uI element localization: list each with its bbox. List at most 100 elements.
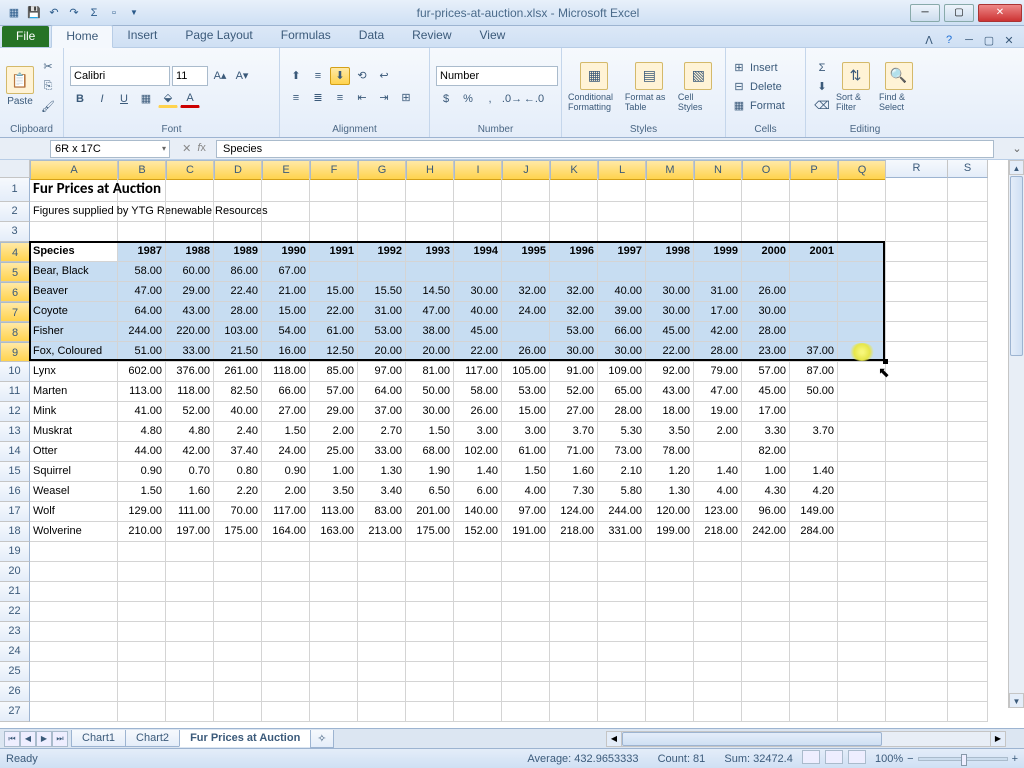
cell-A20[interactable] (30, 562, 118, 582)
scroll-up-icon[interactable]: ▲ (1009, 160, 1024, 175)
cell-N5[interactable] (694, 262, 742, 282)
fill-button[interactable]: ⬇ (812, 78, 832, 96)
zoom-slider[interactable] (918, 757, 1008, 761)
number-format-select[interactable] (436, 66, 558, 86)
align-left-button[interactable]: ≡ (286, 89, 306, 107)
cell-D13[interactable]: 2.40 (214, 422, 262, 442)
cell-F1[interactable] (310, 178, 358, 202)
sheet-next-icon[interactable]: ▶ (36, 731, 52, 747)
cell-B1[interactable] (118, 178, 166, 202)
cell-B9[interactable]: 51.00 (118, 342, 166, 362)
file-tab[interactable]: File (2, 26, 49, 47)
cell-I24[interactable] (454, 642, 502, 662)
cell-Q14[interactable] (838, 442, 886, 462)
cell-S27[interactable] (948, 702, 988, 722)
align-right-button[interactable]: ≡ (330, 89, 350, 107)
cell-M3[interactable] (646, 222, 694, 242)
cell-C21[interactable] (166, 582, 214, 602)
cell-O6[interactable]: 26.00 (742, 282, 790, 302)
italic-button[interactable]: I (92, 90, 112, 108)
cell-Q23[interactable] (838, 622, 886, 642)
cell-N2[interactable] (694, 202, 742, 222)
cell-K27[interactable] (550, 702, 598, 722)
cell-I26[interactable] (454, 682, 502, 702)
cell-O16[interactable]: 4.30 (742, 482, 790, 502)
cell-K25[interactable] (550, 662, 598, 682)
cell-O13[interactable]: 3.30 (742, 422, 790, 442)
cell-R1[interactable] (886, 178, 948, 202)
sheet-last-icon[interactable]: ⏭ (52, 731, 68, 747)
cell-S20[interactable] (948, 562, 988, 582)
cell-E3[interactable] (262, 222, 310, 242)
cell-H18[interactable]: 175.00 (406, 522, 454, 542)
cell-M15[interactable]: 1.20 (646, 462, 694, 482)
ribbon-tab-insert[interactable]: Insert (113, 25, 171, 47)
fill-handle[interactable] (883, 359, 888, 364)
cell-L19[interactable] (598, 542, 646, 562)
cell-J18[interactable]: 191.00 (502, 522, 550, 542)
cell-C17[interactable]: 111.00 (166, 502, 214, 522)
cell-L13[interactable]: 5.30 (598, 422, 646, 442)
cell-B4[interactable]: 1987 (118, 242, 166, 262)
cell-M16[interactable]: 1.30 (646, 482, 694, 502)
cell-B19[interactable] (118, 542, 166, 562)
cell-K24[interactable] (550, 642, 598, 662)
cell-I8[interactable]: 45.00 (454, 322, 502, 342)
sheet-tab-chart2[interactable]: Chart2 (125, 730, 180, 747)
cell-C16[interactable]: 1.60 (166, 482, 214, 502)
cell-P11[interactable]: 50.00 (790, 382, 838, 402)
cell-F21[interactable] (310, 582, 358, 602)
conditional-formatting-button[interactable]: ▦Conditional Formatting (568, 62, 621, 112)
cell-I6[interactable]: 30.00 (454, 282, 502, 302)
cell-C14[interactable]: 42.00 (166, 442, 214, 462)
cell-J12[interactable]: 15.00 (502, 402, 550, 422)
cell-R3[interactable] (886, 222, 948, 242)
cell-P10[interactable]: 87.00 (790, 362, 838, 382)
cell-H10[interactable]: 81.00 (406, 362, 454, 382)
scroll-left-icon[interactable]: ◀ (607, 732, 622, 746)
cell-A9[interactable]: Fox, Coloured (30, 342, 118, 362)
cell-E24[interactable] (262, 642, 310, 662)
cell-S2[interactable] (948, 202, 988, 222)
cell-F25[interactable] (310, 662, 358, 682)
help-icon[interactable]: ? (942, 34, 956, 47)
close-button[interactable]: ✕ (978, 4, 1022, 22)
cell-P23[interactable] (790, 622, 838, 642)
cell-Q11[interactable] (838, 382, 886, 402)
font-color-button[interactable]: A (180, 90, 200, 108)
cell-C2[interactable] (166, 202, 214, 222)
cell-J16[interactable]: 4.00 (502, 482, 550, 502)
row-header-1[interactable]: 1 (0, 178, 30, 202)
cell-P14[interactable] (790, 442, 838, 462)
cell-L15[interactable]: 2.10 (598, 462, 646, 482)
cell-D24[interactable] (214, 642, 262, 662)
cell-B14[interactable]: 44.00 (118, 442, 166, 462)
cell-D12[interactable]: 40.00 (214, 402, 262, 422)
ribbon-tab-data[interactable]: Data (345, 25, 398, 47)
cell-L8[interactable]: 66.00 (598, 322, 646, 342)
cell-I27[interactable] (454, 702, 502, 722)
cell-J13[interactable]: 3.00 (502, 422, 550, 442)
cell-O4[interactable]: 2000 (742, 242, 790, 262)
cell-N18[interactable]: 218.00 (694, 522, 742, 542)
merge-button[interactable]: ⊞ (396, 89, 416, 107)
cell-S3[interactable] (948, 222, 988, 242)
expand-formula-bar-icon[interactable]: ⌄ (1010, 142, 1024, 155)
cell-N10[interactable]: 79.00 (694, 362, 742, 382)
cell-Q3[interactable] (838, 222, 886, 242)
cell-H7[interactable]: 47.00 (406, 302, 454, 322)
cell-L5[interactable] (598, 262, 646, 282)
cell-G5[interactable] (358, 262, 406, 282)
cell-A3[interactable] (30, 222, 118, 242)
cell-K7[interactable]: 32.00 (550, 302, 598, 322)
cell-S10[interactable] (948, 362, 988, 382)
cell-G23[interactable] (358, 622, 406, 642)
cell-O18[interactable]: 242.00 (742, 522, 790, 542)
cell-L27[interactable] (598, 702, 646, 722)
zoom-in-button[interactable]: + (1012, 753, 1018, 765)
cell-S24[interactable] (948, 642, 988, 662)
cell-I21[interactable] (454, 582, 502, 602)
cell-R24[interactable] (886, 642, 948, 662)
cell-A21[interactable] (30, 582, 118, 602)
cell-J15[interactable]: 1.50 (502, 462, 550, 482)
